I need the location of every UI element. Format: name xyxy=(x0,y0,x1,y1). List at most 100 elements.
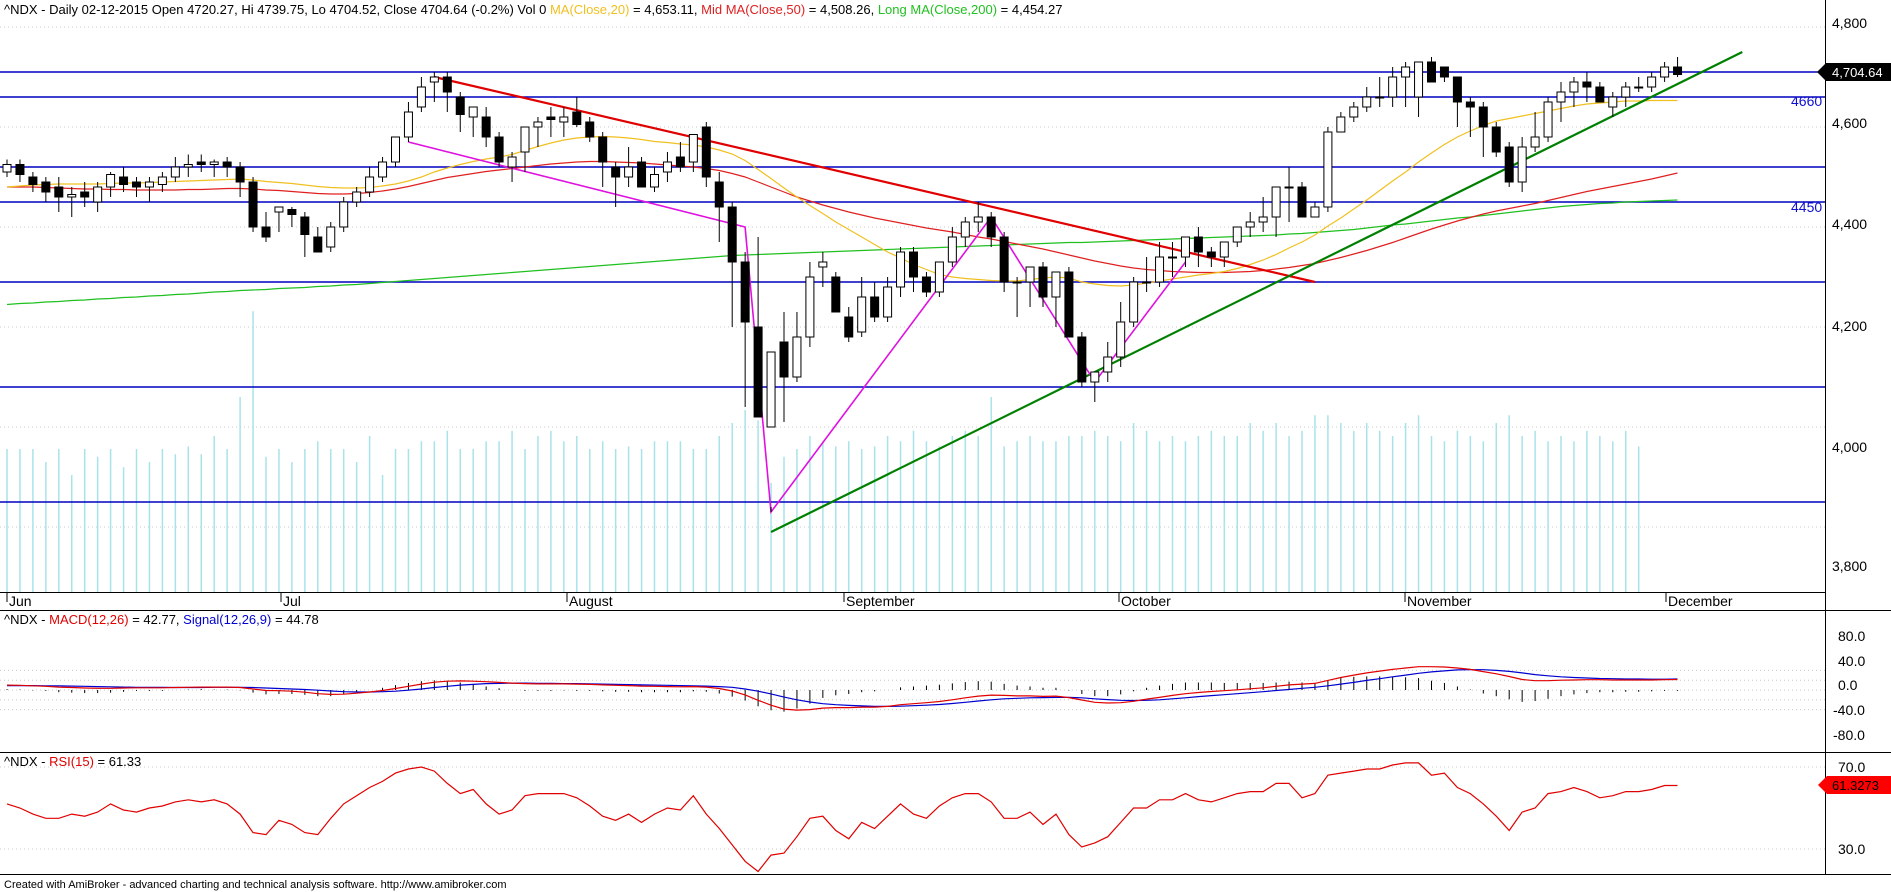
price-y-axis: 4,800 4,600 4,400 4,200 4,000 3,800 xyxy=(1832,15,1867,574)
macd-tick: 80.0 xyxy=(1838,628,1865,644)
candle-body xyxy=(870,296,880,318)
rsi-tick: 70.0 xyxy=(1838,759,1865,775)
candle-body xyxy=(1375,96,1385,99)
month-label: Jun xyxy=(9,593,32,609)
month-label: August xyxy=(569,593,613,609)
candle-body xyxy=(999,236,1009,283)
candle-body xyxy=(183,164,193,168)
candle-body xyxy=(1064,271,1074,338)
candle-body xyxy=(209,161,219,165)
price-header: ^NDX - Daily 02-12-2015 Open 4720.27, Hi… xyxy=(4,2,1062,17)
candle-body xyxy=(727,206,737,263)
candle-body xyxy=(1673,66,1683,75)
trendlines xyxy=(434,51,1743,533)
candle-body xyxy=(1660,66,1670,78)
ma200-label: Long MA(Close,200) xyxy=(878,2,997,17)
rsi-path xyxy=(6,762,1678,873)
candle-body xyxy=(1310,206,1320,218)
candle-body xyxy=(986,216,996,238)
month-label: November xyxy=(1407,593,1472,609)
ma20-label: MA(Close,20) xyxy=(550,2,629,17)
candle-body xyxy=(1452,76,1462,103)
candle-body xyxy=(973,216,983,223)
candle-body xyxy=(1388,76,1398,98)
candle-body xyxy=(1427,61,1436,83)
candle-body xyxy=(1271,186,1281,218)
candle-body xyxy=(1297,186,1307,218)
candle-body xyxy=(274,206,284,213)
candle-body xyxy=(883,286,893,318)
rsi-tick: 30.0 xyxy=(1838,841,1865,857)
candle-body xyxy=(701,126,711,178)
last-price-badge: 4,704.64 xyxy=(1817,63,1891,81)
price-tick: 3,800 xyxy=(1832,558,1867,574)
candle-body xyxy=(1491,126,1501,153)
candle-body xyxy=(792,336,802,378)
candle-body xyxy=(1504,146,1514,183)
candle-body xyxy=(1116,321,1126,358)
rsi-badge: 61.3273 xyxy=(1818,776,1891,794)
volume-bars xyxy=(6,311,1640,592)
candle-body xyxy=(1465,101,1475,108)
candle-body xyxy=(662,161,672,173)
ma20-line xyxy=(6,99,1678,287)
macd-tick: -40.0 xyxy=(1833,702,1865,718)
candle-body xyxy=(1232,226,1242,243)
ma50-line xyxy=(7,160,1678,274)
candle-body xyxy=(896,251,906,288)
candle-body xyxy=(1129,281,1139,323)
candle-body xyxy=(1142,281,1152,284)
macd-tick: 40.0 xyxy=(1838,653,1865,669)
candle-body xyxy=(196,161,206,165)
candle-body xyxy=(106,174,116,188)
candle-body xyxy=(416,86,426,108)
candle-body xyxy=(442,76,452,93)
candle-body xyxy=(831,276,841,313)
candle-body xyxy=(468,106,478,118)
ma50-value: = 4,508.26, xyxy=(805,2,874,17)
level-label-4450: 4450 xyxy=(1791,199,1822,215)
candle-body xyxy=(1090,371,1100,383)
rsi-header: ^NDX - RSI(15) = 61.33 xyxy=(4,754,141,769)
candle-body xyxy=(688,134,698,163)
candle-body xyxy=(2,164,12,173)
candle-body xyxy=(1258,216,1268,223)
candle-body xyxy=(1168,256,1177,259)
candle-body xyxy=(455,96,465,115)
month-label: Jul xyxy=(283,593,301,609)
candle-body xyxy=(391,136,400,163)
candle-body xyxy=(1362,96,1372,108)
rsi-line xyxy=(6,762,1678,873)
candle-body xyxy=(934,261,944,293)
macd-histogram xyxy=(6,676,1679,712)
candle-body xyxy=(740,261,750,323)
month-label: December xyxy=(1668,593,1733,609)
candle-body xyxy=(818,261,828,268)
level-label-4660: 4660 xyxy=(1791,93,1822,109)
candle-body xyxy=(93,186,103,203)
candle-body xyxy=(326,226,336,248)
signal-label: Signal(12,26,9) xyxy=(183,612,271,627)
rsi-label: RSI(15) xyxy=(49,754,94,769)
candle-body xyxy=(1155,256,1165,283)
candle-body xyxy=(339,201,349,228)
uptrend-trendline xyxy=(770,51,1743,533)
signal-value: = 44.78 xyxy=(271,612,318,627)
candle-body xyxy=(714,181,724,208)
candle-body xyxy=(1012,281,1022,284)
price-tick: 4,600 xyxy=(1832,115,1867,131)
candle-body xyxy=(494,136,504,163)
candle-body xyxy=(157,176,167,185)
candle-body xyxy=(1051,271,1061,298)
candle-body xyxy=(403,111,413,138)
candle-body xyxy=(598,136,608,163)
candle-body xyxy=(1323,131,1333,208)
candle-body xyxy=(28,176,38,185)
macd-lines xyxy=(6,666,1678,711)
candle-body xyxy=(1582,81,1592,88)
ma200-line xyxy=(6,199,1678,306)
candle-body xyxy=(1595,86,1605,103)
candle-body xyxy=(144,181,154,188)
ma50-path xyxy=(7,160,1678,274)
